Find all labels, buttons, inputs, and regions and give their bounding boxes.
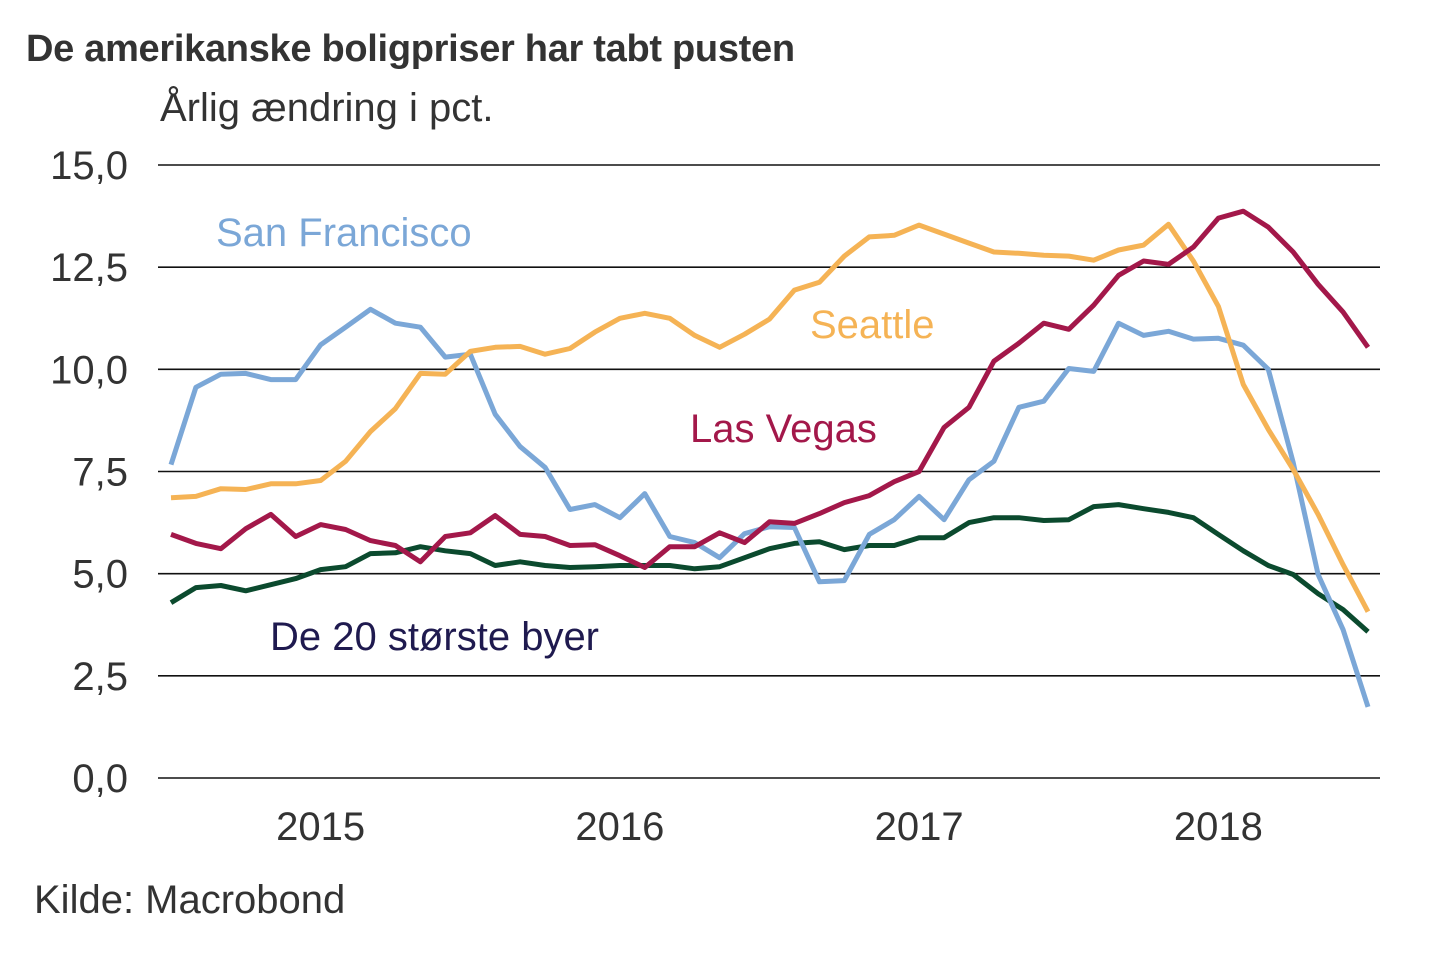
series-line-de-20-st-rste-byer [169,502,1370,634]
series-line-seattle [170,221,1371,613]
y-tick-label: 0,0 [72,757,128,801]
x-tick-label: 2017 [875,805,964,849]
chart-subtitle: Årlig ændring i pct. [160,86,494,130]
chart-title: De amerikanske boligpriser har tabt pust… [26,28,795,70]
y-tick-label: 10,0 [50,348,128,392]
series-line-san-francisco [168,306,1371,708]
series-label-20-largest-cities: De 20 største byer [270,615,599,659]
series-label-seattle: Seattle [810,303,935,347]
series-lines [168,208,1371,708]
gridlines [158,164,1380,779]
y-tick-label: 12,5 [50,246,128,290]
series-label-las-vegas: Las Vegas [690,407,877,451]
x-axis-ticks: 2015 2016 2017 2018 [276,805,1263,849]
series-labels: San Francisco Seattle Las Vegas De 20 st… [216,211,935,659]
x-tick-label: 2016 [575,805,664,849]
x-tick-label: 2015 [276,805,365,849]
series-line-las-vegas [170,208,1371,570]
y-tick-label: 5,0 [72,553,128,597]
series-label-san-francisco: San Francisco [216,211,472,255]
source-note: Kilde: Macrobond [34,878,346,922]
x-tick-label: 2018 [1174,805,1263,849]
y-axis-ticks: 0,0 2,5 5,0 7,5 10,0 12,5 15,0 [50,144,128,801]
y-tick-label: 15,0 [50,144,128,188]
y-tick-label: 7,5 [72,451,128,495]
y-tick-label: 2,5 [72,655,128,699]
